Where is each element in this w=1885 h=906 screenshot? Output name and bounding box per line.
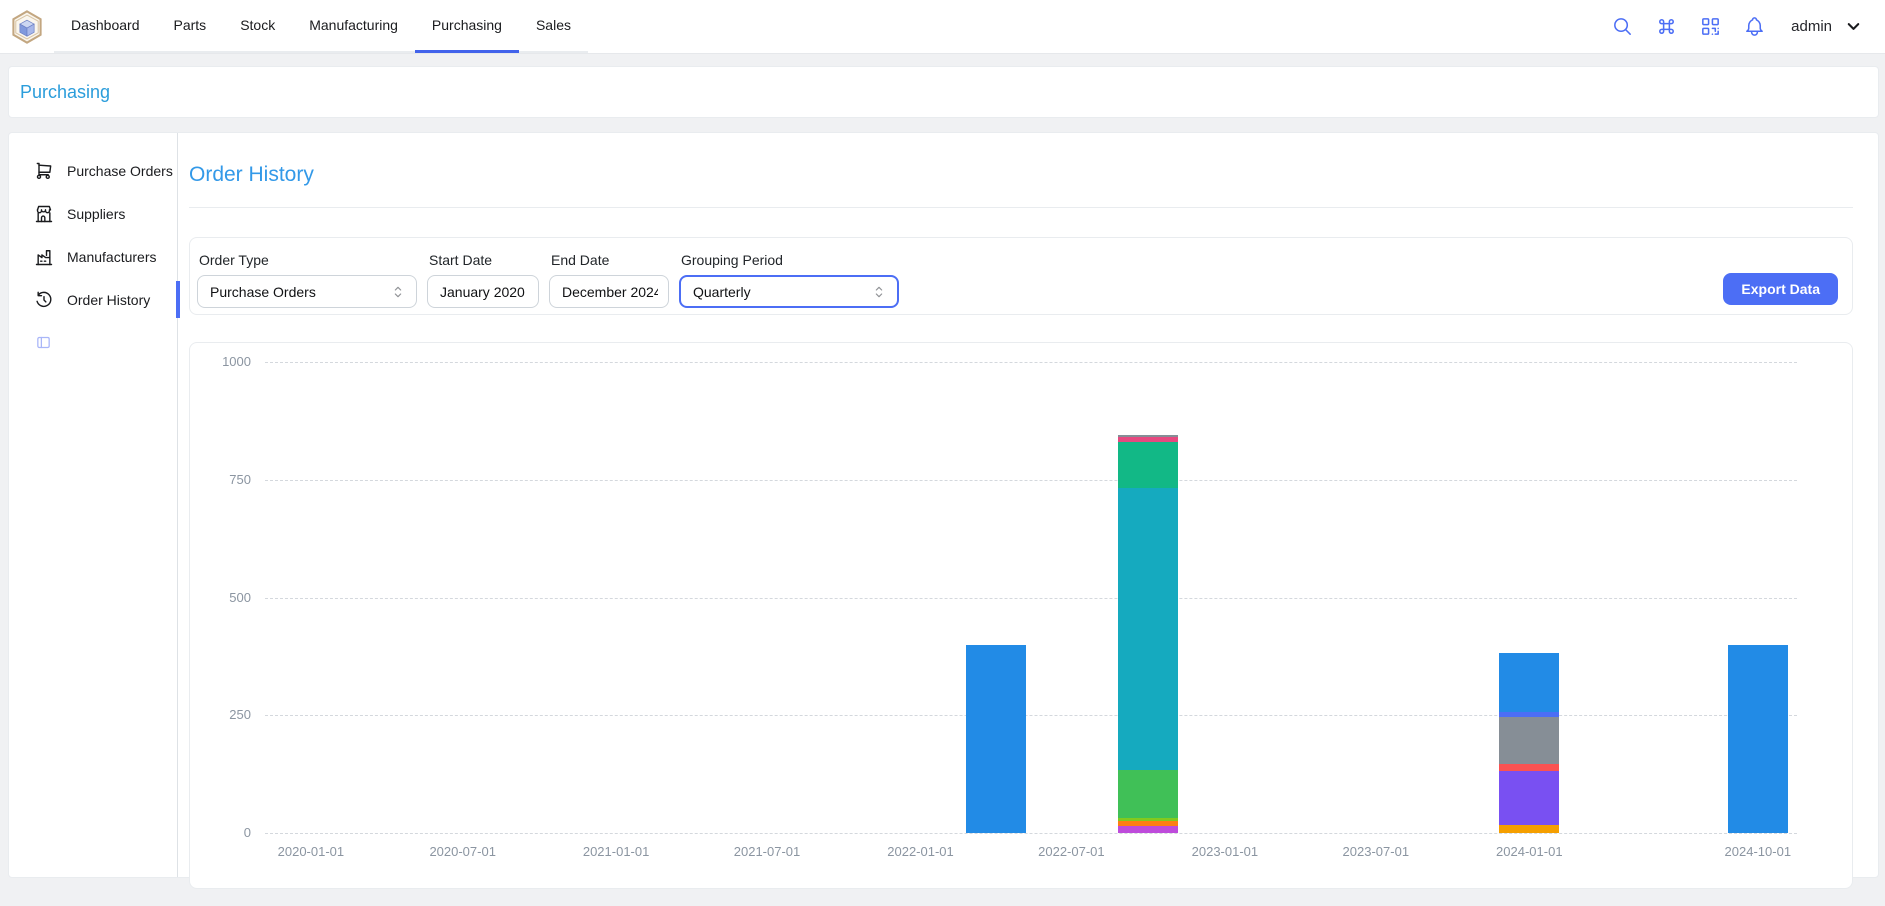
grouping-period-value: Quarterly xyxy=(693,284,871,300)
sidebar-item-manufacturers[interactable]: Manufacturers xyxy=(9,235,177,278)
bar-2024-01-01[interactable] xyxy=(1499,653,1559,833)
gridline-y-500 xyxy=(265,598,1797,599)
start-date-filter: Start Date January 2020 xyxy=(427,252,539,314)
order-history-chart: 0 250 500 750 1000 2020-01-01 2020-07-01 2021-0… xyxy=(189,342,1853,889)
grouping-period-label: Grouping Period xyxy=(681,252,899,268)
tab-stock[interactable]: Stock xyxy=(223,0,292,53)
x-axis-label: 2022-01-01 xyxy=(871,844,971,860)
bar-segment xyxy=(1499,764,1559,771)
notifications-bell-icon[interactable] xyxy=(1743,15,1766,38)
x-axis-label: 2020-07-01 xyxy=(413,844,513,860)
start-date-value: January 2020 xyxy=(440,284,528,300)
y-axis-label: 500 xyxy=(195,590,251,606)
y-axis-label: 750 xyxy=(195,472,251,488)
sidebar-item-purchase-orders[interactable]: Purchase Orders xyxy=(9,149,177,192)
tab-sales[interactable]: Sales xyxy=(519,0,588,53)
main-nav-tabs: DashboardPartsStockManufacturingPurchasi… xyxy=(54,0,588,53)
sidebar-item-label: Manufacturers xyxy=(67,249,156,265)
bar-2024-10-01[interactable] xyxy=(1728,645,1788,833)
chevron-down-icon xyxy=(1844,17,1863,36)
bar-segment xyxy=(966,645,1026,833)
y-axis-label: 250 xyxy=(195,707,251,723)
bar-segment xyxy=(1118,770,1178,818)
start-date-input[interactable]: January 2020 xyxy=(427,275,539,308)
gridline-y-750 xyxy=(265,480,1797,481)
top-navbar: DashboardPartsStockManufacturingPurchasi… xyxy=(0,0,1885,54)
sidebar: Purchase Orders Suppliers Manufacturers Ord… xyxy=(9,133,178,877)
tab-purchasing[interactable]: Purchasing xyxy=(415,0,519,53)
order-type-filter: Order Type Purchase Orders xyxy=(197,252,417,314)
bar-segment xyxy=(1499,653,1559,712)
export-data-button[interactable]: Export Data xyxy=(1723,273,1838,305)
sidebar-collapse-icon[interactable] xyxy=(35,334,52,351)
bar-2022-10-01[interactable] xyxy=(1118,435,1178,833)
bar-segment xyxy=(1499,825,1559,833)
x-axis-label: 2020-01-01 xyxy=(261,844,361,860)
sidebar-item-order-history[interactable]: Order History xyxy=(9,278,177,321)
x-axis-label: 2022-07-01 xyxy=(1021,844,1121,860)
x-axis-label: 2023-07-01 xyxy=(1326,844,1426,860)
filter-panel: Order Type Purchase Orders Start Date Ja… xyxy=(189,237,1853,315)
breadcrumb: Purchasing xyxy=(8,66,1879,118)
x-axis-label: 2021-01-01 xyxy=(566,844,666,860)
sidebar-item-suppliers[interactable]: Suppliers xyxy=(9,192,177,235)
x-axis-label: 2021-07-01 xyxy=(717,844,817,860)
command-palette-icon[interactable] xyxy=(1655,15,1678,38)
tab-dashboard[interactable]: Dashboard xyxy=(54,0,157,53)
main-panel: Purchase Orders Suppliers Manufacturers Ord… xyxy=(8,132,1879,878)
end-date-value: December 2024 xyxy=(562,284,658,300)
page-title: Order History xyxy=(189,163,1853,187)
sidebar-item-label: Suppliers xyxy=(67,206,125,222)
end-date-input[interactable]: December 2024 xyxy=(549,275,669,308)
qr-scan-icon[interactable] xyxy=(1699,15,1722,38)
shopping-cart-icon xyxy=(34,161,54,181)
bar-segment xyxy=(1499,717,1559,764)
bar-segment xyxy=(1118,442,1178,488)
grouping-period-select[interactable]: Quarterly xyxy=(679,275,899,308)
end-date-filter: End Date December 2024 xyxy=(549,252,669,314)
username-label: admin xyxy=(1791,18,1832,35)
bar-segment xyxy=(1118,488,1178,770)
bar-segment xyxy=(1499,771,1559,826)
end-date-label: End Date xyxy=(551,252,669,268)
gridline-y-0 xyxy=(265,833,1797,834)
tab-parts[interactable]: Parts xyxy=(157,0,224,53)
order-type-select[interactable]: Purchase Orders xyxy=(197,275,417,308)
building-store-icon xyxy=(34,204,54,224)
gridline-y-250 xyxy=(265,715,1797,716)
gridline-y-1000 xyxy=(265,362,1797,363)
x-axis-label: 2024-10-01 xyxy=(1708,844,1808,860)
search-icon[interactable] xyxy=(1611,15,1634,38)
y-axis-label: 1000 xyxy=(195,354,251,370)
start-date-label: Start Date xyxy=(429,252,539,268)
user-menu[interactable]: admin xyxy=(1791,17,1863,36)
title-divider xyxy=(189,207,1853,208)
navbar-actions: admin xyxy=(1611,15,1863,38)
y-axis-label: 0 xyxy=(195,825,251,841)
tab-manufacturing[interactable]: Manufacturing xyxy=(292,0,415,53)
history-icon xyxy=(34,290,54,310)
building-factory-icon xyxy=(34,247,54,267)
sidebar-item-label: Order History xyxy=(67,292,150,308)
selector-chevrons-icon xyxy=(390,284,406,300)
breadcrumb-item-purchasing[interactable]: Purchasing xyxy=(20,82,110,103)
order-type-value: Purchase Orders xyxy=(210,284,390,300)
sidebar-item-label: Purchase Orders xyxy=(67,163,173,179)
bar-segment xyxy=(1118,826,1178,833)
selector-chevrons-icon xyxy=(871,284,887,300)
bar-segment xyxy=(1728,645,1788,833)
app-logo-icon[interactable] xyxy=(10,10,44,44)
order-type-label: Order Type xyxy=(199,252,417,268)
grouping-period-filter: Grouping Period Quarterly xyxy=(679,252,899,314)
x-axis-label: 2023-01-01 xyxy=(1175,844,1275,860)
content-area: Order History Order Type Purchase Orders… xyxy=(178,133,1878,877)
x-axis-label: 2024-01-01 xyxy=(1479,844,1579,860)
bar-2022-04-01[interactable] xyxy=(966,645,1026,833)
